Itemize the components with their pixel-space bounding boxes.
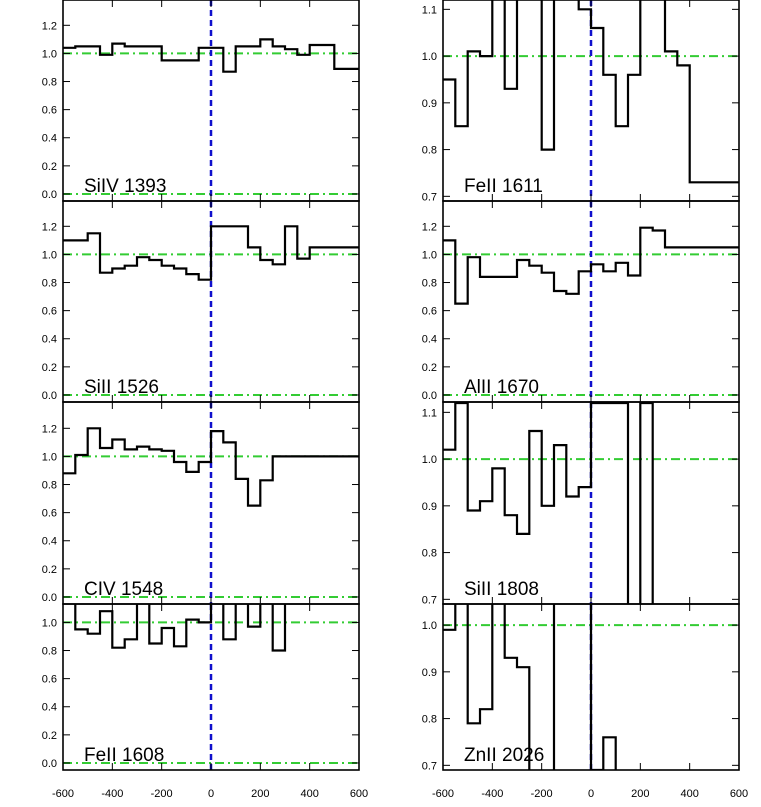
x-tick-label: 200 [251, 788, 269, 800]
y-tick-label: 0.7 [422, 191, 437, 203]
y-tick-label: 1.1 [422, 4, 437, 16]
y-tick-label: 1.0 [42, 617, 57, 629]
spectrum-series [63, 225, 359, 281]
y-tick-label: 0.6 [422, 306, 437, 318]
spectrum-series [443, 604, 617, 770]
y-tick-label: 0.4 [42, 133, 57, 145]
panel-siii-1808: 0.7 0.8 0.9 1.0 1.1 SiII 1808 [422, 401, 740, 606]
line-label: FeII 1611 [464, 176, 543, 197]
plot-area [63, 402, 359, 604]
plot-area [63, 0, 359, 201]
y-tick-label: 1.0 [422, 51, 437, 63]
x-tick-label: 0 [588, 788, 594, 800]
y-tick-label: 0.0 [42, 189, 57, 201]
panel-feii-1611: 0.7 0.8 0.9 1.0 1.1 FeII 1611 [422, 0, 740, 203]
y-tick-label: 0.0 [42, 390, 57, 402]
line-label: SiIV 1393 [84, 176, 166, 197]
y-tick-label: 0.8 [42, 480, 57, 492]
line-label: AlII 1670 [464, 377, 539, 398]
y-tick-label: 0.4 [42, 536, 57, 548]
y-tick-label: 0.9 [422, 98, 437, 110]
x-tick-label: -200 [531, 788, 553, 800]
y-tick-label: 1.1 [422, 407, 437, 419]
x-tick-label: -400 [101, 788, 123, 800]
y-tick-label: 1.2 [422, 221, 437, 233]
plot-area [63, 604, 359, 770]
y-tick-label: 0.8 [42, 646, 57, 658]
y-tick-label: 0.7 [422, 760, 437, 772]
x-tick-label: 600 [730, 788, 748, 800]
y-tick-label: 0.2 [42, 730, 57, 742]
y-tick-label: 0.0 [422, 390, 437, 402]
y-tick-label: 0.0 [42, 758, 57, 770]
x-tick-label: 600 [350, 788, 368, 800]
line-label: CIV 1548 [84, 579, 163, 600]
x-tick-label: -400 [481, 788, 503, 800]
y-tick-label: 1.0 [422, 249, 437, 261]
y-tick-label: 0.8 [422, 714, 437, 726]
plot-area [443, 604, 739, 770]
y-tick-label: 0.6 [42, 508, 57, 520]
y-tick-label: 0.8 [422, 548, 437, 560]
x-tick-label: 400 [300, 788, 318, 800]
plot-area [443, 201, 739, 402]
spectrum-series [63, 427, 359, 507]
panel-znii-2026: 0.7 0.8 0.9 1.0 -600 -400 -200 0 200 400 600 ZnII 2… [422, 603, 748, 800]
x-tick-label: 0 [208, 788, 214, 800]
plot-area [443, 402, 739, 604]
y-tick-label: 1.0 [42, 451, 57, 463]
spectrum-series [74, 604, 287, 652]
x-tick-label: 200 [631, 788, 649, 800]
y-tick-label: 0.2 [42, 161, 57, 173]
panel-feii-1608: 0.0 0.2 0.4 0.6 0.8 1.0 -600 -400 -200 0 200 400 600… [42, 603, 368, 800]
y-tick-label: 0.9 [422, 501, 437, 513]
spectrum-series [443, 0, 739, 184]
panel-siiv-1393: 0.0 0.2 0.4 0.6 0.8 1.0 1.2 SiIV 1393 [42, 0, 360, 202]
y-tick-label: 0.4 [42, 334, 57, 346]
y-tick-label: 1.0 [42, 249, 57, 261]
y-tick-label: 0.8 [422, 278, 437, 290]
x-tick-label: -200 [151, 788, 173, 800]
plot-area [443, 0, 739, 201]
y-tick-label: 0.4 [422, 334, 437, 346]
y-tick-label: 0.7 [422, 594, 437, 606]
spectrum-series [443, 226, 739, 305]
panel-alii-1670: 0.0 0.2 0.4 0.6 0.8 1.0 1.2 AlII 1670 [422, 200, 740, 403]
spectrum-series [63, 38, 359, 73]
y-tick-label: 0.8 [422, 145, 437, 157]
y-tick-label: 0.2 [42, 564, 57, 576]
panel-siii-1526: 0.0 0.2 0.4 0.6 0.8 1.0 1.2 SiII 1526 [42, 200, 360, 403]
y-tick-label: 1.2 [42, 221, 57, 233]
x-tick-label: -600 [52, 788, 74, 800]
line-label: FeII 1608 [84, 745, 164, 766]
y-tick-label: 0.6 [42, 674, 57, 686]
y-tick-label: 0.4 [42, 702, 57, 714]
y-tick-label: 0.8 [42, 278, 57, 290]
plot-area [63, 201, 359, 402]
y-tick-label: 0.6 [42, 306, 57, 318]
line-label: SiII 1808 [464, 579, 539, 600]
y-tick-label: 1.2 [42, 423, 57, 435]
y-tick-label: 0.2 [42, 362, 57, 374]
line-label: SiII 1526 [84, 377, 159, 398]
line-label: ZnII 2026 [464, 745, 544, 766]
panel-civ-1548: 0.0 0.2 0.4 0.6 0.8 1.0 1.2 CIV 1548 [42, 401, 360, 605]
y-tick-label: 0.6 [42, 105, 57, 117]
y-tick-label: 0.0 [42, 592, 57, 604]
x-tick-label: -600 [432, 788, 454, 800]
y-tick-label: 1.2 [42, 20, 57, 32]
x-tick-label: 400 [680, 788, 698, 800]
y-tick-label: 1.0 [422, 454, 437, 466]
y-tick-label: 1.0 [42, 48, 57, 60]
y-tick-label: 0.8 [42, 77, 57, 89]
y-tick-label: 0.2 [422, 362, 437, 374]
spectrum-series [443, 402, 654, 604]
y-tick-label: 1.0 [422, 620, 437, 632]
y-tick-label: 0.9 [422, 667, 437, 679]
